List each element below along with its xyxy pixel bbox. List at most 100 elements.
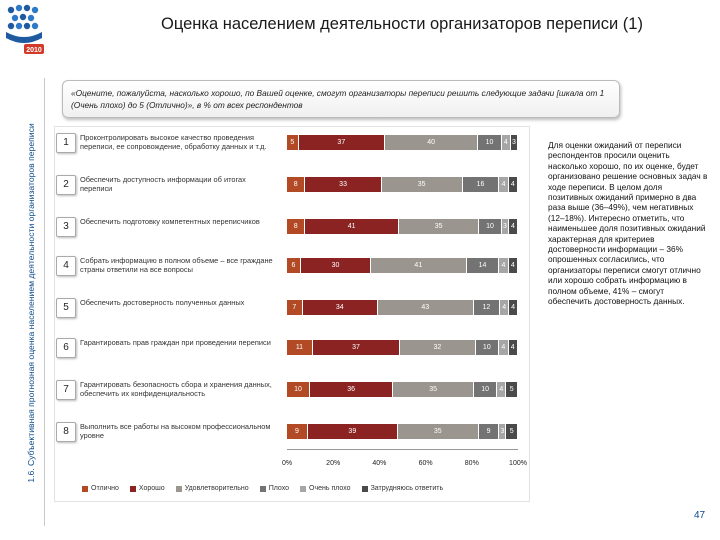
legend-swatch — [300, 485, 307, 492]
bar-segment-8-5: 3 — [499, 424, 507, 439]
legend-item: Отлично — [82, 485, 119, 492]
stacked-bar-6: 11 37 32 10 4 4 — [287, 340, 518, 355]
category-label-3: Обеспечить подготовку компетентных переп… — [80, 217, 260, 226]
page-number: 47 — [694, 510, 706, 521]
row-number-8: 8 — [56, 422, 76, 442]
bar-segment-3-2: 41 — [305, 219, 400, 234]
row-number-2: 2 — [56, 175, 76, 195]
legend-item: Затрудняюсь ответить — [361, 485, 444, 492]
legend-swatch — [259, 485, 266, 492]
bar-segment-8-6: 5 — [506, 424, 518, 439]
category-label-1: Проконтролировать высокое качество прове… — [80, 133, 267, 151]
logo-year: 2010 — [26, 47, 42, 54]
bar-segment-1-1: 5 — [287, 135, 299, 150]
legend-item: Хорошо — [129, 485, 165, 492]
x-axis — [287, 449, 518, 450]
bar-segment-7-6: 5 — [506, 382, 518, 397]
legend-label: Затрудняюсь ответить — [370, 485, 444, 492]
bar-segment-2-5: 4 — [499, 177, 509, 192]
bar-segment-3-1: 8 — [287, 219, 306, 234]
category-label-5: Обеспечить достоверность полученных данн… — [80, 298, 245, 307]
divider — [44, 78, 45, 526]
bar-segment-6-6: 4 — [508, 340, 518, 355]
category-label-7: Гарантировать безопасность сбора и хране… — [80, 380, 272, 398]
bar-segment-5-2: 34 — [302, 300, 379, 315]
legend-label: Очень плохо — [309, 485, 351, 492]
bar-segment-6-1: 11 — [287, 340, 313, 355]
x-tick-label: 20% — [326, 460, 341, 467]
commentary-text: Для оценки ожиданий от переписи респонде… — [548, 140, 708, 307]
bar-segment-4-6: 4 — [508, 258, 518, 273]
bar-segment-5-3: 43 — [378, 300, 474, 315]
legend-swatch — [129, 485, 136, 492]
bar-segment-7-1: 10 — [287, 382, 311, 397]
row-number-6: 6 — [56, 338, 76, 358]
category-label-2: Обеспечить доступность информации об ито… — [80, 175, 246, 193]
bar-segment-2-1: 8 — [287, 177, 306, 192]
stacked-bar-8: 9 39 35 9 3 5 — [287, 424, 518, 439]
question-box: «Оцените, пожалуйста, насколько хорошо, … — [62, 80, 620, 118]
stacked-bar-2: 8 33 35 16 4 4 — [287, 177, 518, 192]
legend-label: Отлично — [91, 485, 119, 492]
x-tick-label: 80% — [464, 460, 479, 467]
bar-segment-3-4: 10 — [479, 219, 502, 234]
legend-label: Удовлетворительно — [184, 485, 249, 492]
bar-segment-4-2: 30 — [301, 258, 371, 273]
bar-segment-4-5: 4 — [499, 258, 509, 273]
legend-item: Очень плохо — [300, 485, 351, 492]
bar-segment-4-1: 6 — [287, 258, 301, 273]
bar-segment-5-5: 4 — [500, 300, 510, 315]
row-number-5: 5 — [56, 298, 76, 318]
x-tick-label: 100% — [509, 460, 527, 467]
bar-segment-8-2: 39 — [307, 424, 398, 439]
row-number-4: 4 — [56, 256, 76, 276]
bar-segment-1-3: 40 — [384, 135, 479, 150]
category-label-6: Гарантировать прав граждан при проведени… — [80, 338, 271, 347]
stacked-bar-7: 10 36 35 10 4 5 — [287, 382, 518, 397]
chart-legend: Отлично Хорошо Удовлетворительно Плохо Очень… — [82, 485, 443, 492]
legend-item: Удовлетворительно — [175, 485, 249, 492]
row-number-3: 3 — [56, 217, 76, 237]
bar-segment-1-4: 10 — [478, 135, 502, 150]
bar-segment-8-1: 9 — [287, 424, 308, 439]
bar-segment-2-4: 16 — [462, 177, 500, 192]
bar-segment-3-5: 3 — [501, 219, 509, 234]
bar-segment-7-4: 10 — [474, 382, 498, 397]
page-title: Оценка населением деятельности организат… — [161, 15, 643, 33]
row-number-1: 1 — [56, 133, 76, 153]
chart-panel — [54, 126, 530, 502]
x-tick-label: 60% — [418, 460, 433, 467]
bar-segment-1-6: 3 — [510, 135, 518, 150]
bar-segment-2-2: 33 — [305, 177, 382, 192]
census-2010-logo: 2010 — [6, 4, 44, 54]
bar-segment-2-3: 35 — [381, 177, 463, 192]
legend-swatch — [361, 485, 368, 492]
bar-segment-6-4: 10 — [475, 340, 500, 355]
bar-segment-4-3: 41 — [371, 258, 467, 273]
bar-segment-5-4: 12 — [473, 300, 501, 315]
x-tick-label: 0% — [281, 460, 293, 467]
stacked-bar-4: 6 30 41 14 4 4 — [287, 258, 518, 273]
bar-segment-7-3: 35 — [393, 382, 475, 397]
bar-segment-6-5: 4 — [499, 340, 509, 355]
side-caption: 1.6. Субъективная прогнозная оценка насе… — [26, 122, 36, 483]
bar-segment-8-4: 9 — [478, 424, 500, 439]
row-number-7: 7 — [56, 380, 76, 400]
logo-figures — [6, 4, 42, 43]
stacked-bar-3: 8 41 35 10 3 4 — [287, 219, 518, 234]
legend-label: Плохо — [268, 485, 290, 492]
bar-segment-6-3: 32 — [400, 340, 476, 355]
bar-segment-7-5: 4 — [497, 382, 507, 397]
legend-item: Плохо — [259, 485, 290, 492]
category-label-4: Собрать информацию в полном объеме – все… — [80, 256, 273, 274]
bar-segment-1-5: 4 — [501, 135, 511, 150]
legend-label: Хорошо — [138, 485, 165, 492]
bar-segment-7-2: 36 — [310, 382, 394, 397]
bar-segment-1-2: 37 — [298, 135, 385, 150]
bar-segment-5-6: 4 — [509, 300, 518, 315]
bar-segment-5-1: 7 — [287, 300, 303, 315]
bar-segment-6-2: 37 — [312, 340, 401, 355]
bar-segment-3-6: 4 — [508, 219, 518, 234]
bar-segment-4-4: 14 — [466, 258, 500, 273]
bar-segment-3-3: 35 — [399, 219, 480, 234]
